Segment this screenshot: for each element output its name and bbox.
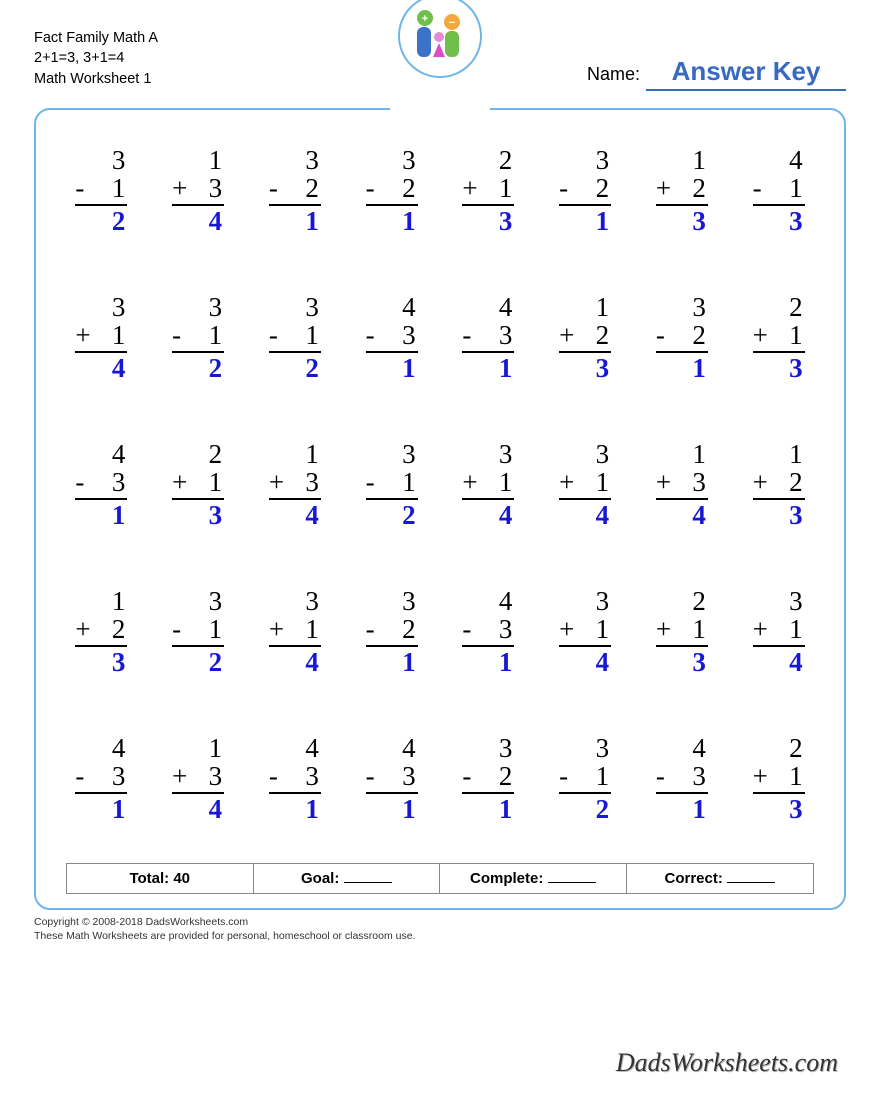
math-problem: 3-12 [559,734,611,823]
math-problem: 3-21 [462,734,514,823]
math-problem: 3-21 [366,146,418,235]
math-problem: 2+13 [172,440,224,529]
math-problem: 2+13 [753,734,805,823]
name-field: Answer Key [646,56,846,91]
title-line-2: 2+1=3, 3+1=4 [34,48,294,68]
math-problem: 4-13 [753,146,805,235]
math-problem: 3-21 [559,146,611,235]
math-problem: 3-21 [366,587,418,676]
score-boxes: Total: 40 Goal: Complete: Correct: [66,863,814,894]
brand-watermark: DadsWorksheets.com [616,1048,838,1078]
answer-key-text: Answer Key [666,56,827,89]
title-line-3: Math Worksheet 1 [34,69,294,89]
math-problem: 1+23 [753,440,805,529]
worksheet-frame: 3-12 1+34 3-21 3-21 2+13 3-21 1+23 4-13 3+14 3-12… [34,108,846,910]
math-problem: 3+14 [269,587,321,676]
math-problem: 3-12 [269,293,321,382]
math-problem: 1+34 [172,734,224,823]
math-problem: 1+23 [656,146,708,235]
math-problem: 4-31 [75,440,127,529]
math-problem: 2+13 [753,293,805,382]
problem-grid: 3-12 1+34 3-21 3-21 2+13 3-21 1+23 4-13 3+14 3-12… [58,146,822,823]
math-problem: 3-12 [172,587,224,676]
math-problem: 2+13 [462,146,514,235]
goal-box: Goal: [254,864,441,893]
math-problem: 3-21 [269,146,321,235]
math-problem: 4-31 [462,587,514,676]
math-problem: 4-31 [656,734,708,823]
math-problem: 3+14 [753,587,805,676]
title-line-1: Fact Family Math A [34,28,294,48]
family-icon: + − [398,0,482,78]
math-problem: 4-31 [462,293,514,382]
copyright: Copyright © 2008-2018 DadsWorksheets.com… [34,916,846,943]
math-problem: 4-31 [366,293,418,382]
math-problem: 3-12 [366,440,418,529]
math-problem: 4-31 [366,734,418,823]
math-problem: 1+34 [656,440,708,529]
math-problem: 3+14 [75,293,127,382]
math-problem: 4-31 [269,734,321,823]
math-problem: 1+23 [75,587,127,676]
math-problem: 3-12 [75,146,127,235]
math-problem: 3+14 [559,440,611,529]
correct-box: Correct: [627,864,814,893]
total-box: Total: 40 [67,864,254,893]
svg-text:−: − [449,17,455,29]
math-problem: 1+34 [269,440,321,529]
name-block: Name: Answer Key [587,28,846,91]
copyright-line-2: These Math Worksheets are provided for p… [34,930,846,944]
copyright-line-1: Copyright © 2008-2018 DadsWorksheets.com [34,916,846,930]
title-block: Fact Family Math A 2+1=3, 3+1=4 Math Wor… [34,28,294,89]
name-label: Name: [587,64,640,85]
math-problem: 1+23 [559,293,611,382]
math-problem: 4-31 [75,734,127,823]
math-problem: 3+14 [462,440,514,529]
svg-text:+: + [422,13,428,25]
math-problem: 2+13 [656,587,708,676]
math-problem: 1+34 [172,146,224,235]
logo: + − [398,0,482,78]
math-problem: 3-12 [172,293,224,382]
math-problem: 3+14 [559,587,611,676]
complete-box: Complete: [440,864,627,893]
math-problem: 3-21 [656,293,708,382]
